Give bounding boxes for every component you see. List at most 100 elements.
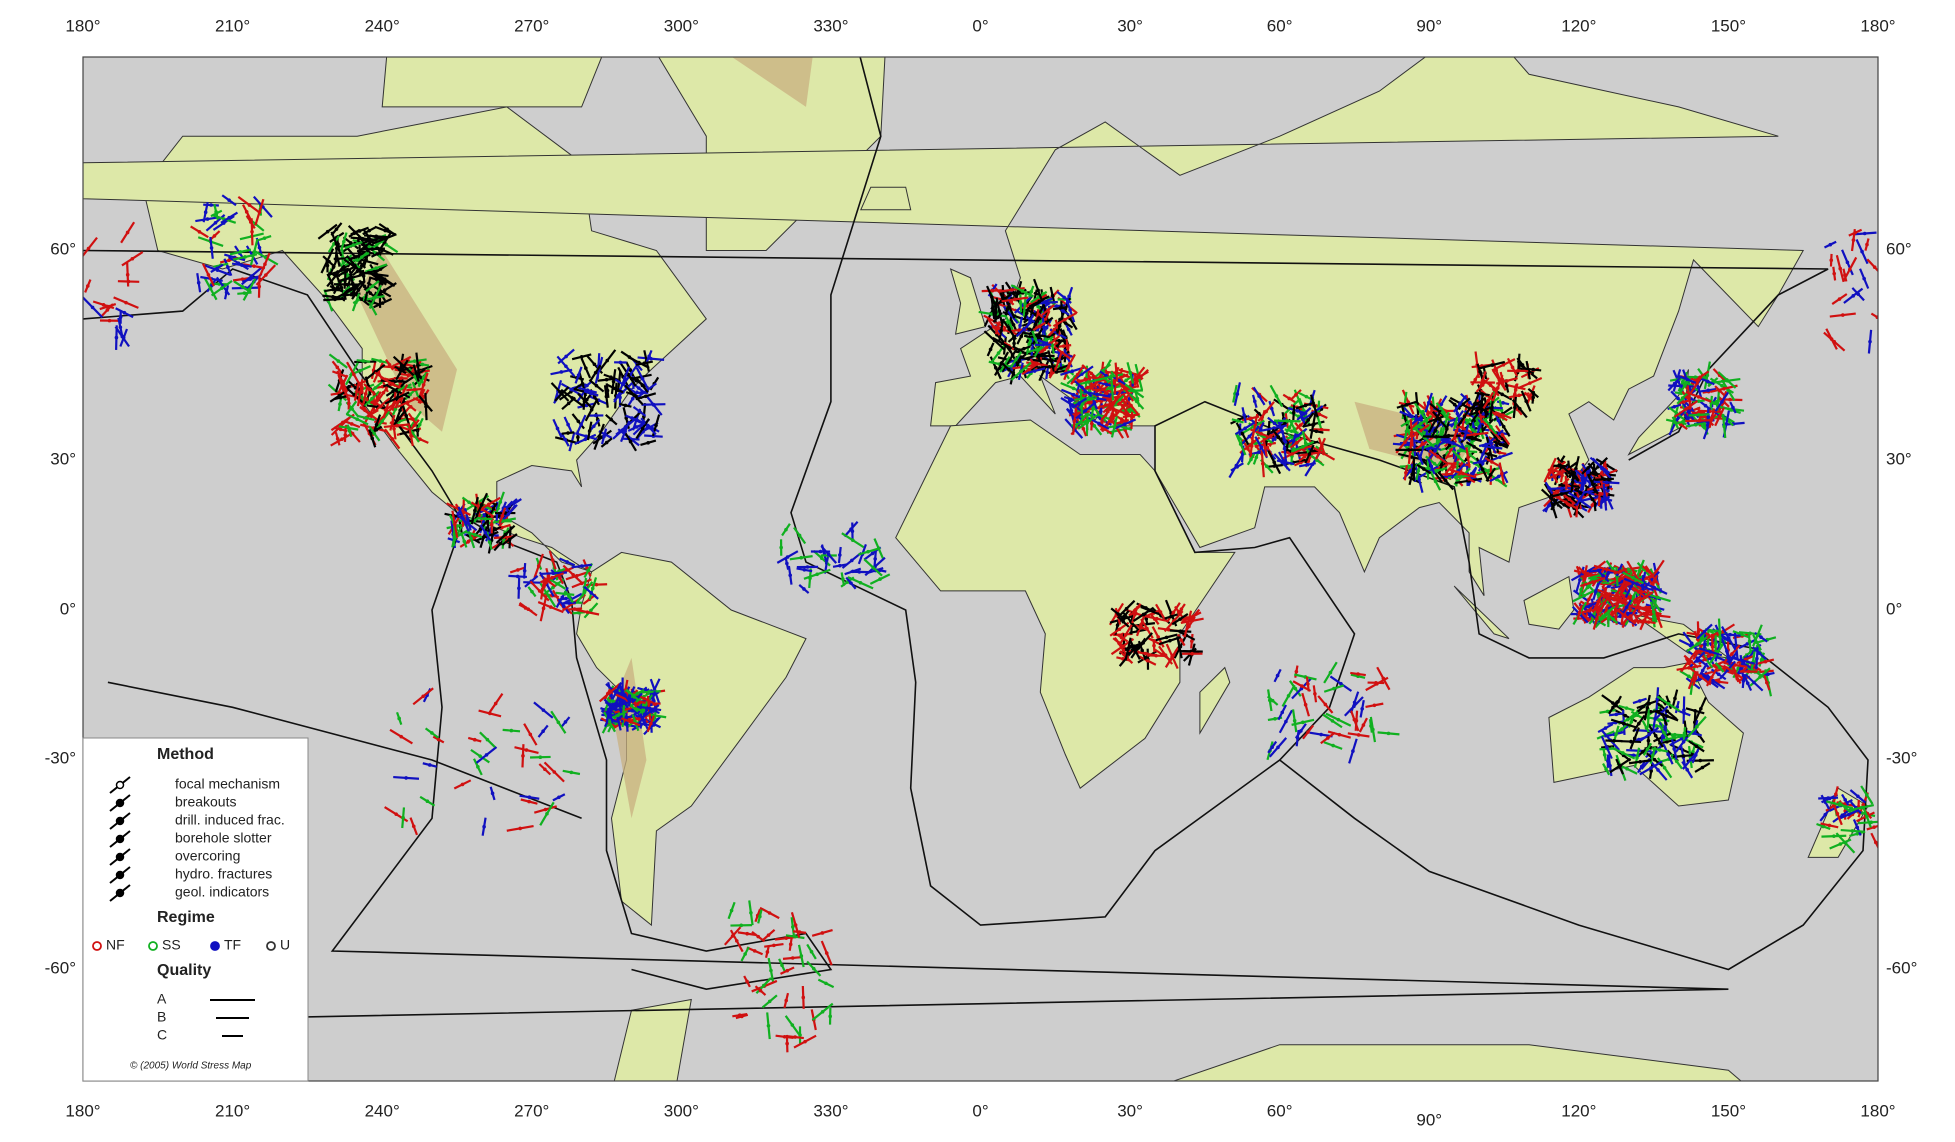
- stress-symbol: [1620, 599, 1624, 603]
- stress-symbol: [1682, 740, 1686, 744]
- stress-symbol: [1694, 423, 1698, 427]
- stress-symbol: [1235, 465, 1239, 469]
- stress-symbol: [330, 281, 334, 285]
- stress-symbol: [484, 531, 488, 535]
- stress-symbol: [1114, 413, 1118, 417]
- stress-symbol: [1746, 681, 1750, 685]
- stress-symbol: [1405, 430, 1409, 434]
- stress-symbol: [1067, 295, 1071, 299]
- stress-symbol: [482, 825, 486, 829]
- stress-symbol: [1440, 463, 1444, 467]
- stress-symbol: [1097, 422, 1101, 426]
- stress-symbol: [207, 273, 211, 277]
- stress-symbol: [226, 265, 230, 269]
- stress-symbol: [1586, 466, 1590, 470]
- stress-symbol: [1718, 389, 1722, 393]
- stress-symbol: [404, 776, 408, 780]
- stress-symbol: [1513, 406, 1517, 410]
- stress-symbol: [1611, 617, 1615, 621]
- stress-symbol: [1455, 429, 1459, 433]
- stress-symbol: [1560, 487, 1564, 491]
- stress-symbol: [1606, 759, 1610, 763]
- stress-symbol: [1650, 574, 1654, 578]
- stress-symbol: [1319, 733, 1323, 737]
- stress-symbol: [354, 255, 358, 259]
- stress-symbol: [1444, 479, 1448, 483]
- stress-symbol: [1589, 603, 1593, 607]
- stress-symbol: [1280, 430, 1284, 434]
- stress-symbol: [1618, 587, 1622, 591]
- stress-symbol: [499, 542, 503, 546]
- stress-symbol: [1013, 298, 1017, 302]
- stress-symbol: [1261, 462, 1265, 466]
- stress-symbol: [248, 203, 252, 207]
- stress-symbol: [1331, 719, 1335, 723]
- stress-symbol: [1438, 418, 1442, 422]
- stress-symbol: [1418, 457, 1422, 461]
- stress-symbol: [1682, 754, 1686, 758]
- stress-symbol: [1600, 467, 1604, 471]
- stress-symbol: [1742, 679, 1746, 683]
- stress-symbol: [1407, 448, 1411, 452]
- stress-symbol: [1498, 455, 1502, 459]
- stress-symbol: [1265, 465, 1269, 469]
- stress-symbol: [1606, 595, 1610, 599]
- stress-symbol: [1419, 410, 1423, 414]
- stress-symbol: [413, 388, 417, 392]
- stress-symbol: [220, 286, 224, 290]
- stress-symbol: [1726, 656, 1730, 660]
- stress-symbol: [1025, 311, 1029, 315]
- stress-symbol: [1614, 615, 1618, 619]
- stress-symbol: [1704, 404, 1708, 408]
- stress-symbol: [1035, 333, 1039, 337]
- stress-symbol: [1714, 641, 1718, 645]
- stress-symbol: [1656, 596, 1660, 600]
- stress-symbol: [1011, 353, 1015, 357]
- stress-symbol: [1625, 706, 1629, 710]
- stress-symbol: [999, 329, 1003, 333]
- stress-symbol: [1099, 410, 1103, 414]
- stress-symbol: [1663, 766, 1667, 770]
- stress-symbol: [647, 355, 651, 359]
- stress-symbol: [360, 386, 364, 390]
- stress-symbol: [577, 373, 581, 377]
- stress-symbol: [1703, 643, 1707, 647]
- stress-symbol: [1137, 375, 1141, 379]
- stress-symbol: [355, 417, 359, 421]
- stress-symbol: [335, 227, 339, 231]
- stress-symbol: [258, 246, 262, 250]
- stress-symbol: [1473, 378, 1477, 382]
- stress-symbol: [551, 558, 555, 562]
- stress-symbol: [473, 509, 477, 513]
- stress-symbol: [1133, 648, 1137, 652]
- stress-symbol: [1614, 713, 1618, 717]
- stress-symbol: [1552, 503, 1556, 507]
- stress-symbol: [1487, 399, 1491, 403]
- stress-symbol: [1689, 660, 1693, 664]
- stress-symbol: [1759, 635, 1763, 639]
- stress-symbol: [1502, 425, 1506, 429]
- stress-symbol: [1756, 634, 1760, 638]
- stress-symbol: [1143, 652, 1147, 656]
- stress-symbol: [1716, 399, 1720, 403]
- stress-symbol: [1706, 380, 1710, 384]
- stress-symbol: [1747, 670, 1751, 674]
- stress-symbol: [560, 596, 564, 600]
- stress-symbol: [1601, 614, 1605, 618]
- stress-symbol: [1419, 422, 1423, 426]
- stress-symbol: [1701, 669, 1705, 673]
- stress-symbol: [1695, 725, 1699, 729]
- stress-symbol: [381, 301, 385, 305]
- stress-symbol: [376, 236, 380, 240]
- stress-symbol: [421, 363, 425, 367]
- stress-symbol: [1467, 477, 1471, 481]
- stress-symbol: [339, 396, 343, 400]
- stress-symbol: [1482, 427, 1486, 431]
- stress-symbol: [206, 217, 210, 221]
- stress-symbol: [1501, 433, 1505, 437]
- stress-symbol: [1018, 324, 1022, 328]
- stress-symbol: [566, 423, 570, 427]
- stress-symbol: [1466, 456, 1470, 460]
- stress-symbol: [1765, 681, 1769, 685]
- stress-symbol: [376, 252, 380, 256]
